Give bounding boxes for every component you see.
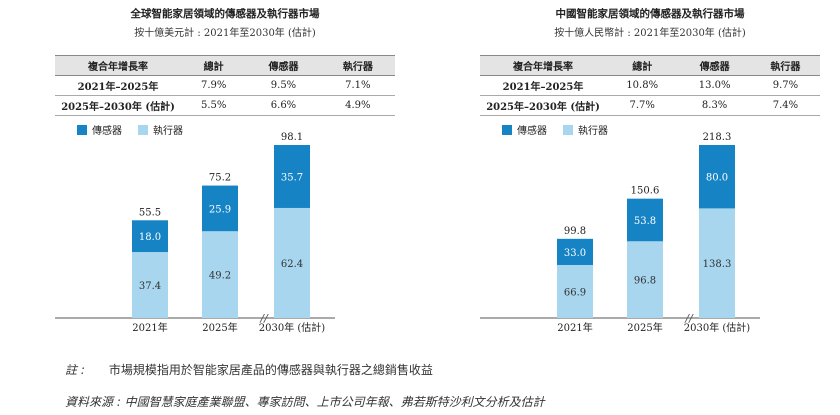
table-cell: 10.8% (606, 75, 679, 96)
table-cell: 5.5% (181, 95, 247, 116)
x-tick-label: 2021年 (132, 321, 167, 334)
table-cell: 2021年–2025年 (480, 75, 606, 96)
legend-label: 傳感器 (517, 126, 547, 137)
sensor-swatch-icon (77, 124, 87, 135)
actuator-swatch-icon (138, 124, 148, 135)
bar-segment-sensor (627, 198, 663, 242)
table-header: 傳感器 (678, 55, 751, 76)
legend-item-sensor: 傳感器 (77, 122, 122, 137)
bar-segment-sensor (202, 185, 238, 232)
note-text: 市場規模指用於智能家居產品的傳感器與執行器之總銷售收益 (108, 363, 433, 377)
table-header: 總計 (606, 55, 679, 76)
table-cell: 7.7% (606, 95, 679, 116)
legend-label: 執行器 (153, 126, 183, 137)
table-cell: 8.3% (678, 95, 751, 116)
total-label: 75.2 (209, 173, 231, 184)
bar-segment-actuator (557, 264, 593, 318)
data-label: 37.4 (139, 281, 161, 292)
total-label: 218.3 (703, 132, 732, 143)
chart-subtitle: 按十億美元計 : 2021年至2030年 (估計) (134, 28, 316, 39)
legend-label: 執行器 (578, 126, 608, 137)
table-cell: 2025年–2030年 (估計) (55, 95, 181, 116)
table-header-row: 複合年增長率 總計 傳感器 執行器 (480, 55, 820, 76)
bar-segment-actuator (202, 231, 238, 318)
total-label: 55.5 (139, 207, 161, 218)
data-label: 53.8 (634, 216, 656, 227)
data-label: 33.0 (564, 248, 586, 259)
chart-title: 全球智能家居領域的傳感器及執行器市場 (130, 8, 320, 20)
table-header: 執行器 (750, 55, 820, 76)
table-header-row: 複合年增長率 總計 傳感器 執行器 (55, 55, 395, 76)
data-label: 25.9 (209, 204, 231, 215)
cagr-table: 複合年增長率 總計 傳感器 執行器 2021年–2025年 7.9% 9.5% … (55, 55, 395, 116)
x-tick-label: 2030年 (估計) (684, 321, 751, 334)
china-stacked-bar-chart: 66.9 33.0 99.8 2021年 96.8 53.8 150.6 2025年 138.3… (480, 132, 760, 334)
total-label: 99.8 (564, 226, 586, 237)
bar-segment-sensor (274, 145, 310, 208)
table-row: 2021年–2025年 10.8% 13.0% 9.7% (480, 75, 820, 96)
cagr-table: 複合年增長率 總計 傳感器 執行器 2021年–2025年 10.8% 13.0… (480, 55, 820, 116)
source-note: 資料來源 : 中國智慧家庭產業聯盟、專家訪問、上市公司年報、弗若斯特沙利文分析及… (65, 395, 545, 409)
table-cell: 9.7% (750, 75, 820, 96)
chart-legend: 傳感器 執行器 (502, 122, 608, 137)
legend-item-sensor: 傳感器 (502, 122, 547, 137)
bar-segment-actuator (627, 241, 663, 318)
table-row: 2025年–2030年 (估計) 5.5% 6.6% 4.9% (55, 95, 395, 116)
legend-label: 傳感器 (92, 126, 122, 137)
bar-segment-actuator (274, 207, 310, 318)
data-label: 62.4 (281, 259, 303, 270)
bar-segment-sensor (132, 220, 168, 253)
table-header: 複合年增長率 (55, 55, 181, 76)
chart-title: 中國智能家居領域的傳感器及執行器市場 (555, 8, 745, 20)
x-tick-label: 2025年 (202, 321, 237, 334)
table-header: 執行器 (320, 55, 395, 76)
data-label: 49.2 (209, 271, 231, 282)
data-label: 18.0 (139, 232, 161, 243)
table-cell: 7.4% (750, 95, 820, 116)
bar-segment-sensor (557, 238, 593, 265)
table-header: 傳感器 (246, 55, 321, 76)
table-cell: 7.1% (320, 75, 395, 96)
total-label: 98.1 (281, 132, 303, 143)
table-row: 2025年–2030年 (估計) 7.7% 8.3% 7.4% (480, 95, 820, 116)
legend-item-actuator: 執行器 (138, 122, 183, 137)
axis-break-mark: // (684, 312, 694, 325)
table-row: 2021年–2025年 7.9% 9.5% 7.1% (55, 75, 395, 96)
table-cell: 4.9% (320, 95, 395, 116)
data-label: 35.7 (281, 172, 303, 183)
table-cell: 7.9% (181, 75, 247, 96)
data-label: 66.9 (564, 287, 586, 298)
global-stacked-bar-chart: 37.4 18.0 55.5 2021年 49.2 25.9 75.2 2025年 62.4 35… (55, 132, 335, 334)
bar-segment-actuator (699, 208, 735, 318)
x-tick-label: 2025年 (627, 321, 662, 334)
x-tick-label: 2030年 (估計) (259, 321, 326, 334)
footnote: 註 : 市場規模指用於智能家居產品的傳感器與執行器之總銷售收益 (65, 361, 433, 378)
bar-segment-sensor (699, 145, 735, 209)
actuator-swatch-icon (563, 124, 573, 135)
data-label: 138.3 (703, 259, 732, 270)
table-header: 總計 (181, 55, 247, 76)
chart-legend: 傳感器 執行器 (77, 122, 183, 137)
chart-subtitle: 按十億人民幣計 : 2021年至2030年 (估計) (554, 28, 746, 39)
table-cell: 6.6% (246, 95, 321, 116)
data-label: 96.8 (634, 276, 656, 287)
table-cell: 13.0% (678, 75, 751, 96)
data-label: 80.0 (706, 173, 728, 184)
table-header: 複合年增長率 (480, 55, 606, 76)
legend-item-actuator: 執行器 (563, 122, 608, 137)
bar-segment-actuator (132, 252, 168, 318)
note-label: 註 : (65, 363, 85, 377)
total-label: 150.6 (631, 186, 660, 197)
table-cell: 9.5% (246, 75, 321, 96)
axis-break-mark: // (259, 312, 269, 325)
table-cell: 2021年–2025年 (55, 75, 181, 96)
sensor-swatch-icon (502, 124, 512, 135)
x-tick-label: 2021年 (557, 321, 592, 334)
table-cell: 2025年–2030年 (估計) (480, 95, 606, 116)
